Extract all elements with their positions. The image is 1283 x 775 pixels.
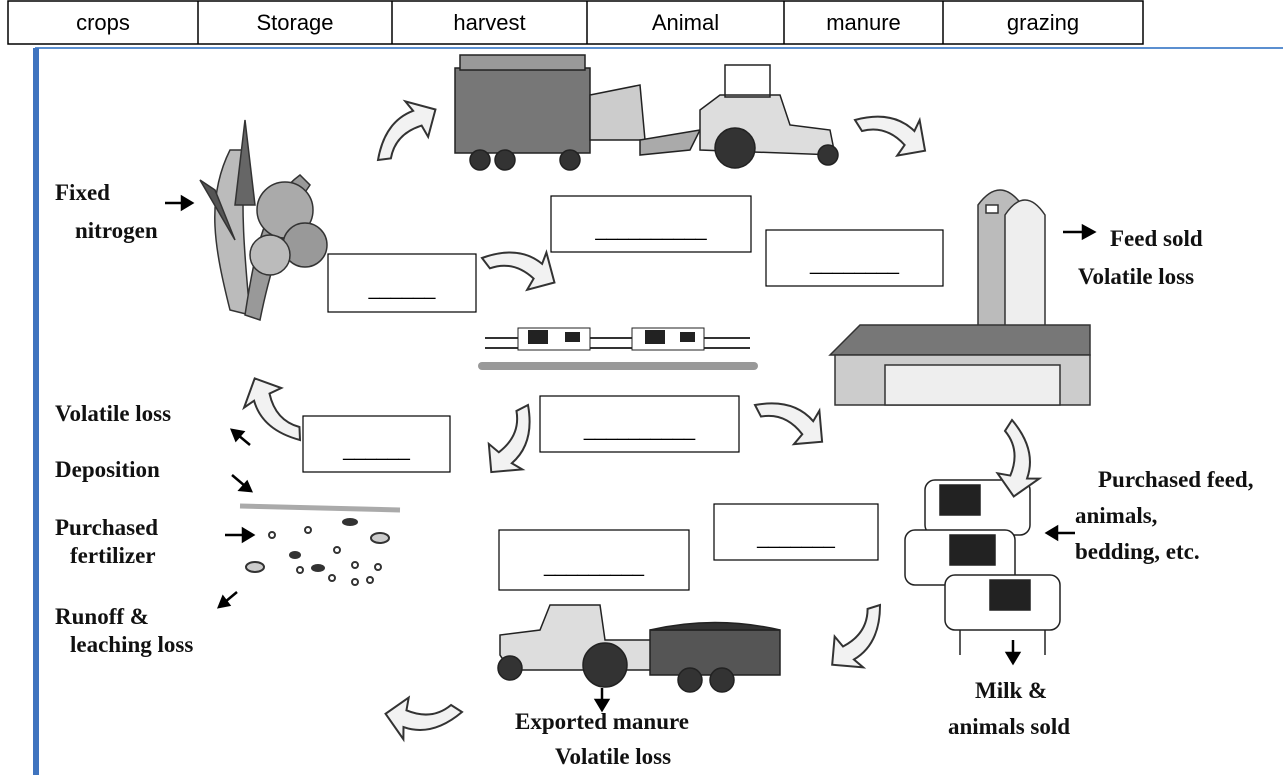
label-line: bedding, etc. [1075,539,1200,564]
blank-box: _________ [499,530,689,590]
label-purchased-fertilizer: Purchased fertilizer [55,515,158,568]
blank-line: ______ [368,278,437,300]
label-exported-manure: Exported manure Volatile loss [515,709,689,769]
label-line: nitrogen [75,218,158,243]
label-deposition: Deposition [55,457,160,482]
blank-box: __________ [551,196,751,252]
word-bank-item: Storage [256,10,333,35]
manure-spreader-illustration [498,605,780,692]
blank-line: __________ [583,419,696,441]
label-line: Purchased [55,515,158,540]
label-volatile-loss: Volatile loss [55,401,171,426]
pasture-illustration [478,328,758,370]
harvester-illustration [455,55,838,170]
label-purchased-feed: Purchased feed, animals, bedding, etc. [1075,467,1253,564]
word-bank-item: Animal [652,10,719,35]
label-line: Feed sold [1110,226,1203,251]
label-line: Exported manure [515,709,689,734]
label-line: Runoff & [55,604,149,629]
label-line: Volatile loss [1078,264,1194,289]
label-line: animals sold [948,714,1070,739]
word-bank-item: manure [826,10,901,35]
label-feed-sold: Feed sold Volatile loss [1078,226,1203,289]
word-bank-item: harvest [453,10,525,35]
blank-line: __________ [594,219,707,241]
label-line: fertilizer [70,543,156,568]
blank-line: _______ [756,527,836,549]
label-line: Fixed [55,180,110,205]
label-fixed-nitrogen: Fixed nitrogen [55,180,158,243]
word-bank-item: crops [76,10,130,35]
label-runoff: Runoff & leaching loss [55,604,193,657]
label-line: Volatile loss [555,744,671,769]
label-line: Deposition [55,457,160,482]
silo-barn-illustration [830,190,1090,405]
label-line: Milk & [975,678,1047,703]
label-milk: Milk & animals sold [948,678,1070,739]
cows-illustration [905,480,1060,655]
blank-box: ________ [766,230,943,286]
blank-line: _________ [543,555,645,577]
label-line: Purchased feed, [1098,467,1253,492]
blank-box: _______ [714,504,878,560]
word-bank-item: grazing [1007,10,1079,35]
word-bank-table [8,1,1143,44]
label-line: Volatile loss [55,401,171,426]
blank-box: ______ [328,254,476,312]
blank-line: ________ [809,253,900,275]
label-line: leaching loss [70,632,193,657]
soil-illustration [240,506,400,585]
crops-illustration [200,120,327,320]
label-line: animals, [1075,503,1157,528]
blank-box: __________ [540,396,739,452]
blank-box: ______ [303,416,450,472]
blank-line: ______ [342,439,411,461]
worksheet: crops Storage harvest Animal manure grazing Fi… [0,0,1283,775]
